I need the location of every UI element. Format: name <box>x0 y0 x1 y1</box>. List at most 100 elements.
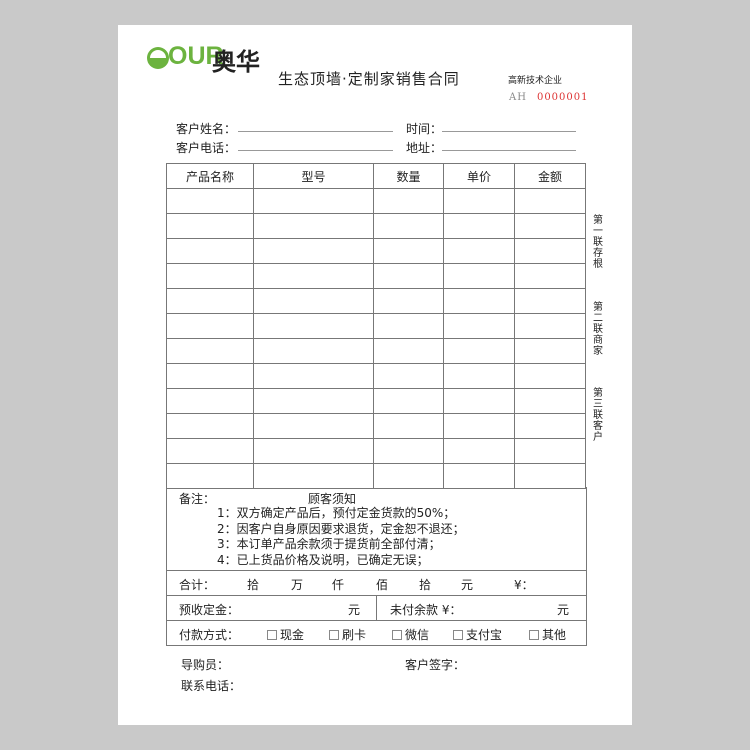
table-cell[interactable] <box>443 213 515 239</box>
payment-card-checkbox[interactable]: 刷卡 <box>329 626 366 643</box>
table-cell[interactable] <box>373 463 444 489</box>
customer-name-label: 客户姓名： <box>176 122 237 136</box>
table-cell[interactable] <box>514 388 586 414</box>
table-cell[interactable] <box>373 313 444 339</box>
table-cell[interactable] <box>166 288 254 314</box>
table-cell[interactable] <box>514 188 586 214</box>
table-cell[interactable] <box>253 388 374 414</box>
table-row <box>166 338 586 364</box>
copy-label-customer: 第三联客户 <box>593 388 603 443</box>
unit-label: 仟 <box>332 578 345 592</box>
table-cell[interactable] <box>166 438 254 464</box>
table-cell[interactable] <box>373 288 444 314</box>
table-cell[interactable] <box>443 463 515 489</box>
table-cell[interactable] <box>253 238 374 264</box>
table-cell[interactable] <box>443 438 515 464</box>
header-amount: 金额 <box>514 163 586 189</box>
table-cell[interactable] <box>166 238 254 264</box>
table-cell[interactable] <box>253 413 374 439</box>
table-cell[interactable] <box>514 213 586 239</box>
table-cell[interactable] <box>443 363 515 389</box>
table-cell[interactable] <box>443 313 515 339</box>
table-cell[interactable] <box>166 263 254 289</box>
table-cell[interactable] <box>514 263 586 289</box>
table-cell[interactable] <box>166 413 254 439</box>
table-cell[interactable] <box>166 363 254 389</box>
table-cell[interactable] <box>443 338 515 364</box>
table-cell[interactable] <box>166 213 254 239</box>
table-cell[interactable] <box>443 263 515 289</box>
table-cell[interactable] <box>253 263 374 289</box>
table-cell[interactable] <box>253 463 374 489</box>
table-cell[interactable] <box>514 338 586 364</box>
table-cell[interactable] <box>166 388 254 414</box>
table-cell[interactable] <box>373 188 444 214</box>
payment-wechat-checkbox[interactable]: 微信 <box>392 626 429 643</box>
address-field[interactable] <box>442 150 576 151</box>
unit-label: 拾 <box>247 578 260 592</box>
table-cell[interactable] <box>373 263 444 289</box>
copy-label-stub: 第一联存根 <box>593 215 603 270</box>
table-cell[interactable] <box>373 213 444 239</box>
table-cell[interactable] <box>166 463 254 489</box>
unit-label: 元 <box>461 578 474 592</box>
total-row: 合计： 拾 万 仟 佰 拾 元 ¥： <box>166 570 587 596</box>
serial-number: AH 0000001 <box>509 92 589 103</box>
table-cell[interactable] <box>253 363 374 389</box>
header-product-name: 产品名称 <box>166 163 254 189</box>
table-cell[interactable] <box>514 413 586 439</box>
table-cell[interactable] <box>373 363 444 389</box>
customer-phone-label: 客户电话： <box>176 141 237 155</box>
table-cell[interactable] <box>443 238 515 264</box>
notes-section: 备注： 顾客须知 1：双方确定产品后，预付定金货款的50%； 2：因客户自身原因… <box>166 487 587 571</box>
table-row <box>166 213 586 239</box>
table-cell[interactable] <box>253 188 374 214</box>
table-row <box>166 188 586 214</box>
table-cell[interactable] <box>166 338 254 364</box>
table-cell[interactable] <box>253 313 374 339</box>
header-model: 型号 <box>253 163 374 189</box>
logo-chinese: 奥华 <box>212 48 260 76</box>
notes-list: 1：双方确定产品后，预付定金货款的50%； 2：因客户自身原因要求退货，定金恕不… <box>217 506 465 568</box>
table-cell[interactable] <box>373 413 444 439</box>
table-cell[interactable] <box>514 438 586 464</box>
table-row <box>166 288 586 314</box>
payment-label: 付款方式： <box>179 628 240 642</box>
table-cell[interactable] <box>443 188 515 214</box>
table-cell[interactable] <box>443 413 515 439</box>
table-cell[interactable] <box>166 313 254 339</box>
contact-label: 联系电话： <box>181 679 242 693</box>
table-cell[interactable] <box>514 363 586 389</box>
table-cell[interactable] <box>514 238 586 264</box>
deposit-unit: 元 <box>348 603 361 617</box>
signature-label: 客户签字： <box>405 658 466 672</box>
time-field[interactable] <box>442 131 576 132</box>
customer-name-field[interactable] <box>238 131 393 132</box>
table-cell[interactable] <box>443 388 515 414</box>
payment-cash-checkbox[interactable]: 现金 <box>267 626 304 643</box>
table-cell[interactable] <box>253 438 374 464</box>
payment-alipay-checkbox[interactable]: 支付宝 <box>453 626 502 643</box>
table-cell[interactable] <box>514 313 586 339</box>
unpaid-label: 未付余款 ¥： <box>390 603 462 617</box>
table-cell[interactable] <box>443 288 515 314</box>
table-row <box>166 438 586 464</box>
yen-label: ¥： <box>514 578 534 592</box>
table-cell[interactable] <box>373 438 444 464</box>
table-cell[interactable] <box>373 238 444 264</box>
table-cell[interactable] <box>166 188 254 214</box>
header-unit-price: 单价 <box>443 163 515 189</box>
logo-latin: OUR <box>168 42 224 70</box>
total-label: 合计： <box>179 578 216 592</box>
table-cell[interactable] <box>253 288 374 314</box>
table-cell[interactable] <box>373 338 444 364</box>
note-item: 4：已上货品价格及说明，已确定无误； <box>217 552 429 567</box>
table-cell[interactable] <box>253 338 374 364</box>
payment-other-checkbox[interactable]: 其他 <box>529 626 566 643</box>
notes-heading: 顾客须知 <box>308 492 357 506</box>
table-cell[interactable] <box>253 213 374 239</box>
customer-phone-field[interactable] <box>238 150 393 151</box>
table-cell[interactable] <box>514 463 586 489</box>
table-cell[interactable] <box>373 388 444 414</box>
table-cell[interactable] <box>514 288 586 314</box>
